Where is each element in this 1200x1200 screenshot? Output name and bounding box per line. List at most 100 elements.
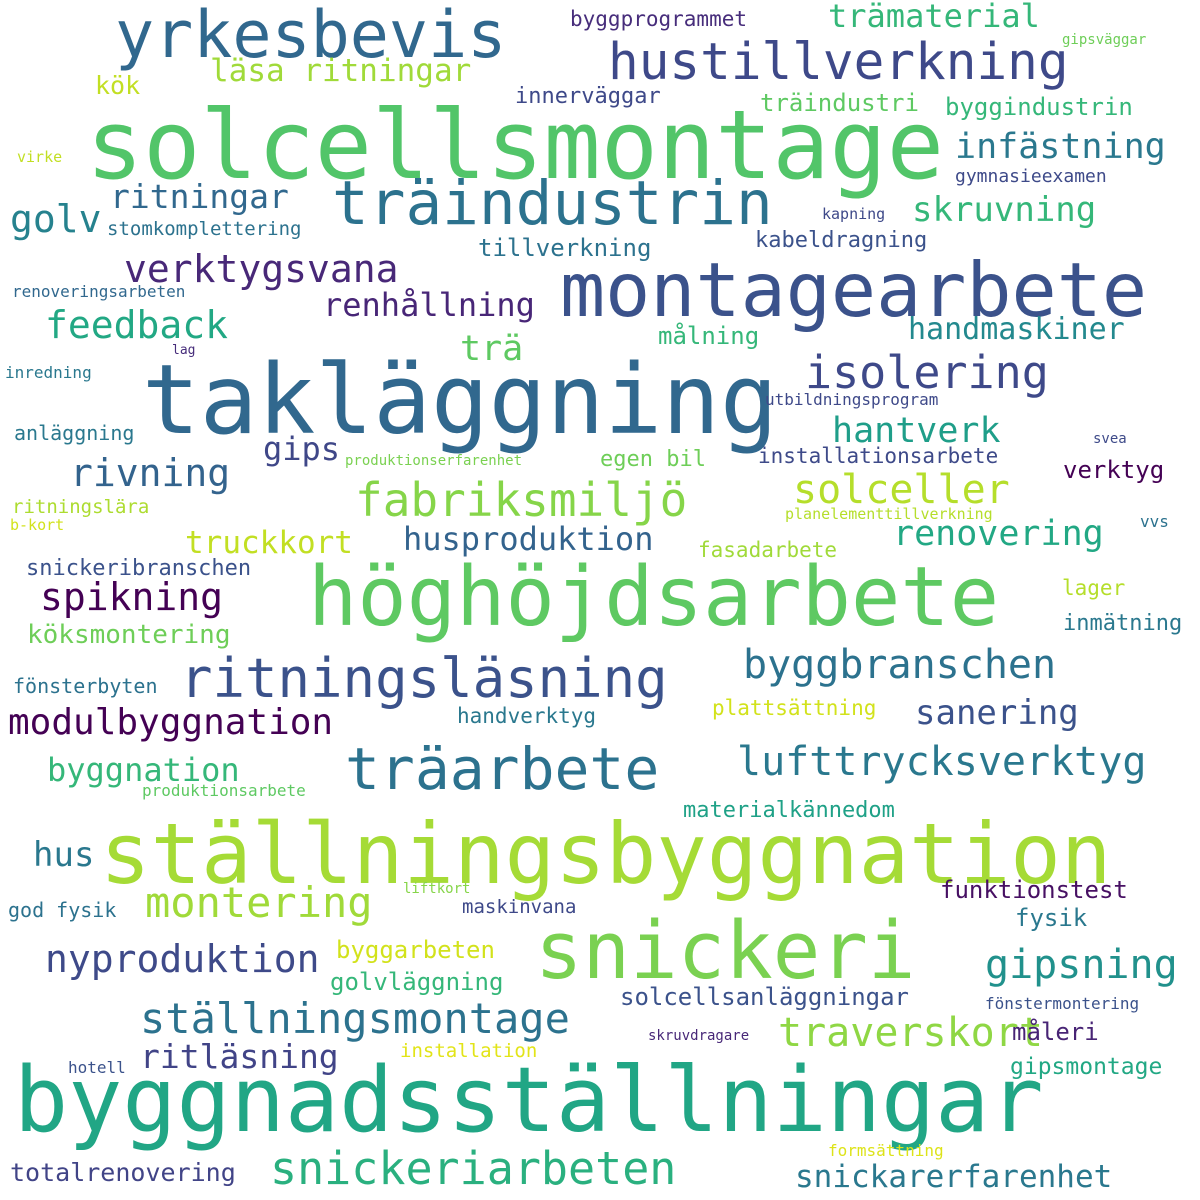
word: solceller: [793, 467, 1010, 513]
word: handverktyg: [457, 704, 597, 728]
word: plattsättning: [712, 696, 877, 720]
word: ritningsläsning: [180, 647, 668, 710]
word: trä: [460, 329, 524, 369]
word: montering: [145, 878, 373, 927]
word: trämaterial: [828, 0, 1040, 35]
word: byggnadsställningar: [14, 1048, 1044, 1153]
word: kabeldragning: [755, 228, 928, 253]
word: hustillverkning: [608, 33, 1069, 92]
word: spikning: [40, 575, 224, 619]
word: stomkomplettering: [107, 218, 302, 240]
word: virke: [17, 148, 63, 166]
word: lag: [172, 343, 196, 358]
word: traverskort: [778, 1010, 1043, 1056]
word: byggnation: [47, 751, 240, 789]
word: formsättning: [828, 1141, 944, 1160]
word: solcellsmontage: [86, 91, 944, 201]
word: installationsarbete: [758, 444, 999, 468]
word: inredning: [5, 363, 92, 382]
word: fysik: [1015, 904, 1088, 932]
word: byggindustrin: [945, 93, 1133, 121]
word: fasadarbete: [698, 538, 838, 562]
word: totalrenovering: [10, 1158, 236, 1187]
word: ritningar: [110, 177, 289, 216]
word: vvs: [1140, 512, 1169, 531]
word: egen bil: [600, 447, 706, 472]
word: husproduktion: [403, 520, 654, 558]
word: anläggning: [14, 421, 135, 445]
word: lufttrycksverktyg: [737, 739, 1147, 785]
word: innerväggar: [515, 84, 661, 109]
word: fabriksmiljö: [355, 473, 688, 527]
word: höghöjdsarbete: [308, 550, 1000, 645]
word: kapning: [822, 205, 886, 223]
word: inmätning: [1063, 611, 1183, 636]
word: verktygsvana: [124, 247, 399, 291]
word: materialkännedom: [683, 798, 895, 823]
word: feedback: [45, 303, 229, 347]
word: snickeri: [535, 905, 916, 997]
word: träindustrin: [332, 168, 773, 239]
word: gipsning: [985, 942, 1178, 988]
word: gipsväggar: [1062, 32, 1147, 48]
word: skruvning: [912, 190, 1097, 230]
word: truckkort: [185, 525, 353, 561]
word: montagearbete: [560, 246, 1147, 334]
word: renhållning: [323, 286, 535, 324]
word: ställningsmontage: [140, 994, 570, 1043]
word: gips: [263, 430, 341, 468]
word: renoveringsarbeten: [12, 282, 186, 301]
word: ritningslära: [12, 496, 150, 518]
word: planelementtillverkning: [785, 505, 993, 523]
word: rivning: [70, 451, 231, 495]
word: handmaskiner: [908, 312, 1125, 347]
word: yrkesbevis: [115, 0, 507, 73]
word: lager: [1062, 576, 1126, 600]
word: hantverk: [832, 411, 1001, 451]
word: snickarerfarenhet: [795, 1159, 1113, 1195]
word: målning: [658, 322, 760, 350]
word: isolering: [805, 346, 1049, 399]
word: nyproduktion: [45, 937, 320, 981]
word: byggarbeten: [336, 936, 495, 964]
word: sanering: [915, 693, 1079, 733]
word: hotell: [68, 1058, 126, 1077]
word: snickeribranschen: [26, 556, 252, 581]
word: produktionsarbete: [142, 781, 306, 800]
word: måleri: [1012, 1018, 1099, 1046]
word: träarbete: [345, 735, 660, 803]
word: golvläggning: [330, 968, 504, 996]
word: liftkort: [403, 881, 471, 897]
word: takläggning: [142, 344, 778, 456]
word: infästning: [955, 127, 1166, 167]
word: skruvdragare: [648, 1028, 750, 1044]
word: verktyg: [1063, 456, 1165, 484]
word: ritläsning: [140, 1037, 339, 1076]
word: gymnasieexamen: [955, 166, 1107, 187]
word: produktionserfarenhet: [345, 453, 523, 469]
word: läsa ritningar: [210, 53, 472, 89]
word: utbildningsprogram: [765, 390, 939, 409]
word: fönstermontering: [985, 994, 1140, 1013]
word: installation: [400, 1040, 538, 1062]
word: god fysik: [8, 898, 117, 922]
word: solcellsanläggningar: [620, 983, 909, 1011]
word: fönsterbyten: [13, 674, 158, 698]
word: svea: [1093, 431, 1127, 447]
word: renovering: [893, 514, 1104, 554]
word: kök: [95, 71, 141, 100]
word: maskinvana: [462, 896, 577, 918]
word: hus: [33, 835, 95, 875]
word: köksmontering: [27, 620, 231, 650]
word: ställningsbyggnation: [100, 805, 1112, 903]
word: golv: [10, 197, 102, 241]
word: gipsmontage: [1010, 1054, 1163, 1080]
word: tillverkning: [478, 234, 652, 262]
word: byggbranschen: [743, 642, 1057, 688]
word: byggprogrammet: [570, 7, 748, 31]
word: modulbyggnation: [8, 702, 334, 743]
word: funktionstest: [940, 876, 1128, 904]
word: träindustri: [760, 89, 919, 117]
word: snickeriarbeten: [270, 1142, 677, 1195]
word: b-kort: [10, 516, 65, 534]
